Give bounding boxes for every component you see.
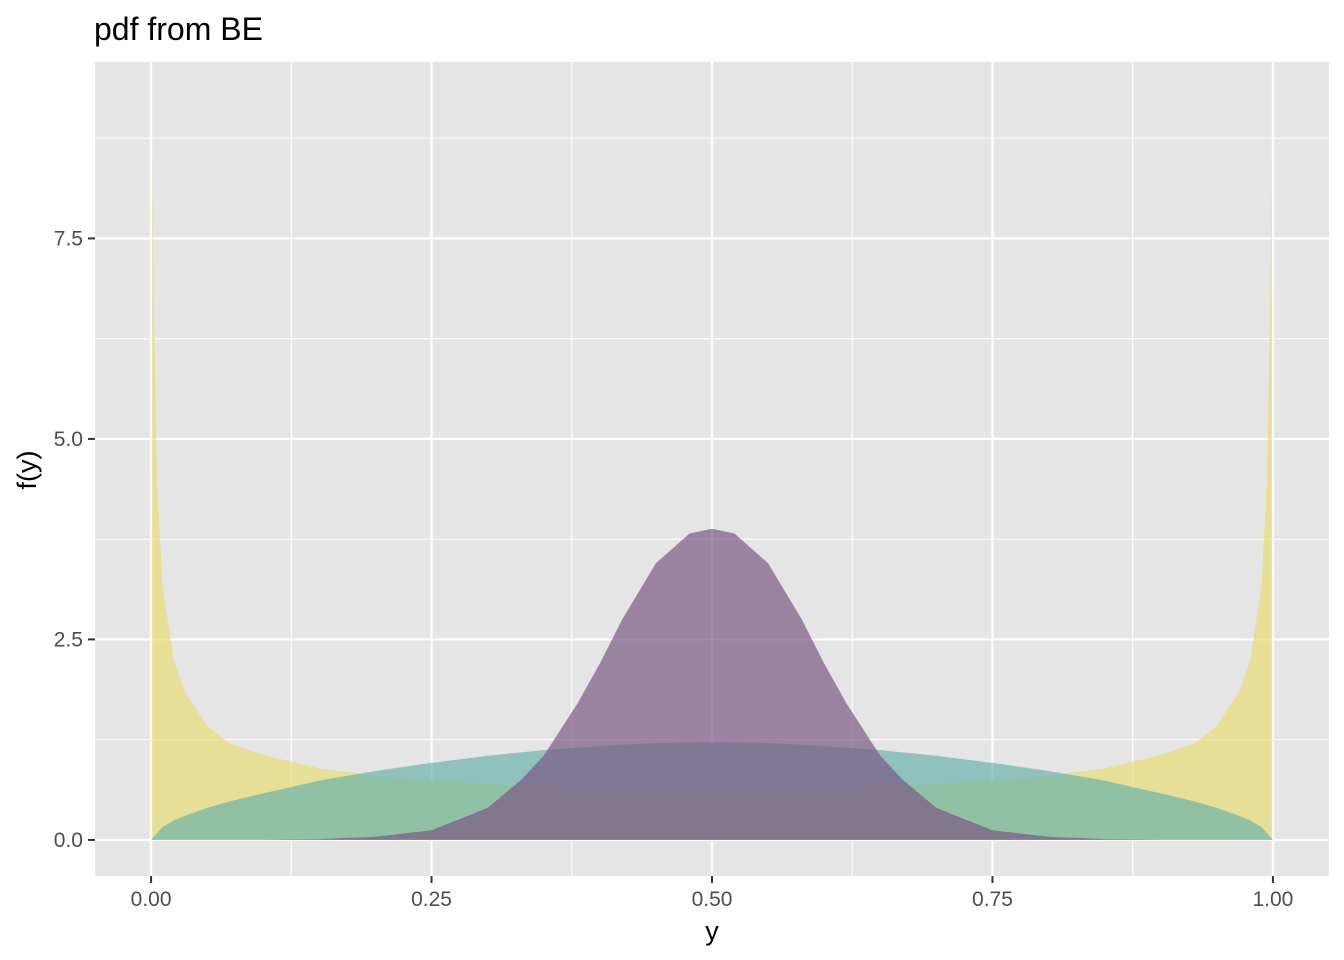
y-axis: 0.0 2.5 5.0 7.5 [54, 227, 95, 852]
x-tick-label: 0.00 [131, 888, 172, 911]
series-area-1 [152, 150, 1272, 840]
x-axis: 0.00 0.25 0.50 0.75 1.00 [131, 876, 1293, 911]
x-tick-label: 0.25 [411, 888, 452, 911]
x-tick-label: 0.75 [972, 888, 1013, 911]
x-axis-title: y [705, 916, 719, 946]
y-axis-title: f(y) [12, 451, 42, 490]
chart-title: pdf from BE [94, 11, 263, 47]
y-tick-label: 7.5 [54, 227, 83, 250]
x-tick-label: 1.00 [1252, 888, 1293, 911]
y-tick-label: 0.0 [54, 829, 83, 852]
y-tick-label: 2.5 [54, 628, 83, 651]
y-tick-label: 5.0 [54, 428, 83, 451]
x-tick-label: 0.50 [692, 888, 733, 911]
series-area-3 [263, 528, 1161, 840]
series-layer [151, 150, 1273, 840]
